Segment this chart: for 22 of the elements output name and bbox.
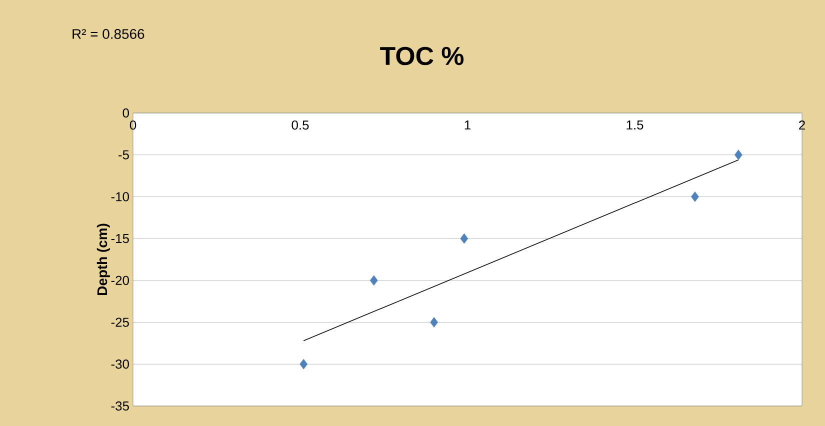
y-tick-label: -35 (111, 401, 129, 411)
x-tick-label: 0 (130, 120, 136, 130)
y-tick-label: -20 (111, 276, 129, 286)
y-tick-label: -5 (118, 150, 129, 160)
y-tick-label: -10 (111, 192, 129, 202)
point (734, 150, 742, 160)
y-axis-title: Depth (cm) (96, 224, 110, 295)
text: R² = 0.8566 (72, 29, 144, 39)
x-tick-label: 0.5 (292, 120, 309, 130)
point (691, 192, 699, 202)
point (460, 233, 468, 244)
y-tick-label: -15 (111, 234, 129, 244)
y-tick-label: 0 (122, 108, 129, 118)
y-tick-label: -25 (111, 318, 129, 327)
point (430, 317, 438, 328)
x-tick-label: 1 (464, 120, 470, 130)
point (370, 275, 378, 286)
x-tick-label: 1.5 (626, 120, 644, 130)
chart-title: TOC % (380, 46, 464, 66)
point (300, 358, 308, 370)
x-tick-label: 2 (799, 120, 805, 130)
y-tick-label: -30 (111, 360, 129, 369)
